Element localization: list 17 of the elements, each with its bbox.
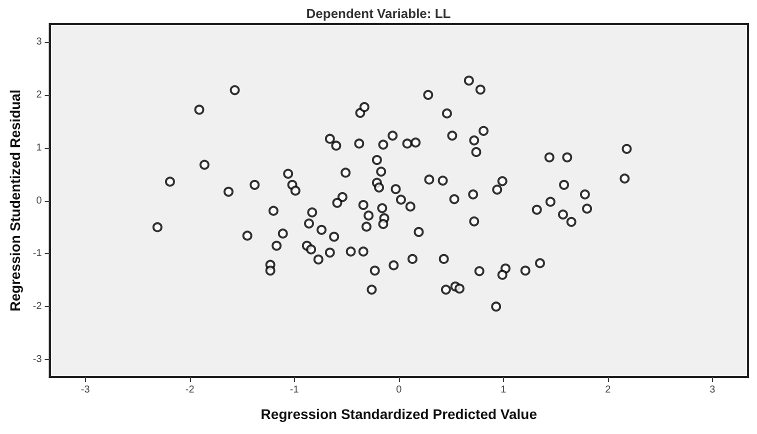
y-tick-label: -2 xyxy=(32,301,42,312)
y-tick-label: -3 xyxy=(32,354,42,366)
y-tick-label: 1 xyxy=(36,142,42,154)
x-tick-label: -2 xyxy=(185,384,195,396)
y-tick-label: -1 xyxy=(32,248,42,260)
y-tick-label: 2 xyxy=(36,89,42,100)
x-tick-label: 2 xyxy=(605,384,612,396)
y-tick-label: 0 xyxy=(36,195,42,206)
x-tick-label: 0 xyxy=(396,384,402,396)
chart-title: Dependent Variable: LL xyxy=(306,6,451,21)
x-tick-label: 3 xyxy=(710,384,716,396)
x-tick-label: -3 xyxy=(80,384,90,396)
x-axis-title: Regression Standardized Predicted Value xyxy=(260,406,538,422)
x-tick-label: -1 xyxy=(290,384,300,396)
y-axis-title: Regression Studentized Residual xyxy=(7,90,23,312)
y-tick-label: 3 xyxy=(36,36,42,48)
x-tick-label: 1 xyxy=(500,384,507,396)
